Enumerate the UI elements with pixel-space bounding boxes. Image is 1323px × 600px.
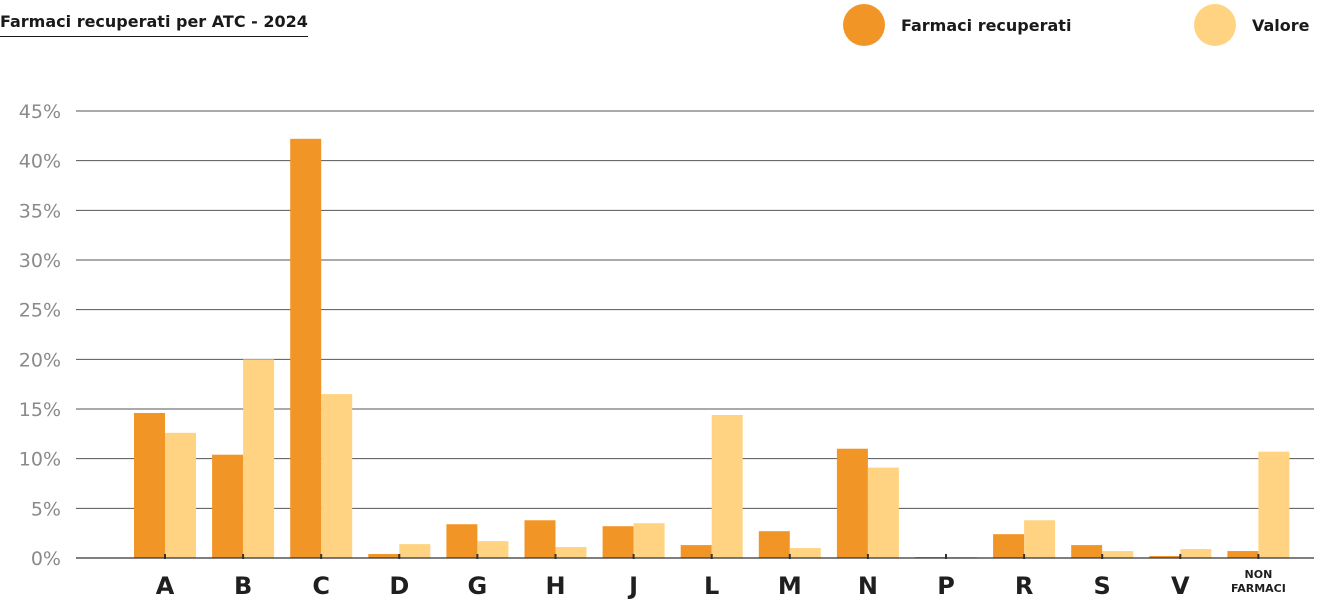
bar-valore: [867, 467, 899, 558]
x-tick-label: M: [778, 572, 802, 600]
bar-valore: [243, 359, 275, 558]
x-tick-label: R: [1015, 572, 1033, 600]
x-tick-label: A: [156, 572, 175, 600]
bar-valore: [399, 544, 431, 558]
x-tick-label: D: [389, 572, 409, 600]
bar-farmaci-recuperati: [680, 545, 712, 558]
x-tick-label: J: [627, 572, 638, 600]
bar-valore: [477, 541, 509, 558]
bar-farmaci-recuperati: [993, 534, 1025, 558]
bar-valore: [1024, 520, 1056, 558]
y-tick-label: 20%: [19, 349, 61, 371]
y-tick-label: 15%: [19, 399, 61, 421]
bar-farmaci-recuperati: [134, 412, 165, 558]
y-tick-label: 10%: [19, 449, 61, 471]
legend-label: Valore: [1252, 15, 1310, 35]
x-tick-label: FARMACI: [1231, 582, 1286, 595]
x-tick-label: N: [858, 572, 878, 600]
bar-farmaci-recuperati: [524, 520, 556, 558]
y-tick-label: 35%: [19, 200, 61, 222]
y-tick-label: 45%: [19, 101, 61, 123]
bar-farmaci-recuperati: [602, 526, 634, 558]
x-tick-label: C: [312, 572, 330, 600]
bar-valore: [789, 548, 821, 558]
legend-swatch-light: [1194, 4, 1236, 46]
bar-farmaci-recuperati: [368, 554, 400, 558]
x-tick-label: P: [937, 572, 955, 600]
bar-farmaci-recuperati: [1227, 551, 1259, 558]
legend-item-farmaci-recuperati: Farmaci recuperati: [843, 4, 1071, 46]
bar-farmaci-recuperati: [836, 448, 868, 558]
bar-farmaci-recuperati: [212, 454, 244, 558]
x-tick-label: V: [1171, 572, 1190, 600]
x-tick-label: G: [468, 572, 488, 600]
bar-farmaci-recuperati: [290, 138, 322, 558]
bar-valore: [633, 523, 665, 558]
bar-valore: [555, 547, 587, 558]
bar-valore: [1180, 549, 1212, 558]
y-tick-label: 25%: [19, 300, 61, 322]
legend-label: Farmaci recuperati: [901, 15, 1072, 35]
bar-farmaci-recuperati: [446, 524, 478, 558]
bar-farmaci-recuperati: [1149, 556, 1181, 558]
x-tick-label: L: [704, 572, 719, 600]
chart-title: Farmaci recuperati per ATC - 2024: [0, 12, 308, 37]
legend-item-valore: Valore: [1194, 4, 1310, 46]
bar-farmaci-recuperati: [1071, 545, 1103, 558]
x-tick-label: B: [234, 572, 252, 600]
y-tick-label: 0%: [31, 548, 61, 570]
y-tick-label: 30%: [19, 250, 61, 272]
y-tick-label: 5%: [31, 498, 61, 520]
bar-valore: [321, 394, 353, 558]
bar-valore: [1258, 451, 1290, 558]
bar-valore: [711, 414, 743, 558]
bar-valore: [1102, 551, 1134, 558]
y-tick-label: 40%: [19, 151, 61, 173]
bar-farmaci-recuperati: [758, 531, 790, 558]
x-tick-label: S: [1094, 572, 1111, 600]
legend-swatch-orange: [843, 4, 885, 46]
x-tick-label: NON: [1245, 568, 1273, 581]
bar-valore: [165, 432, 196, 558]
x-tick-label: H: [545, 572, 565, 600]
